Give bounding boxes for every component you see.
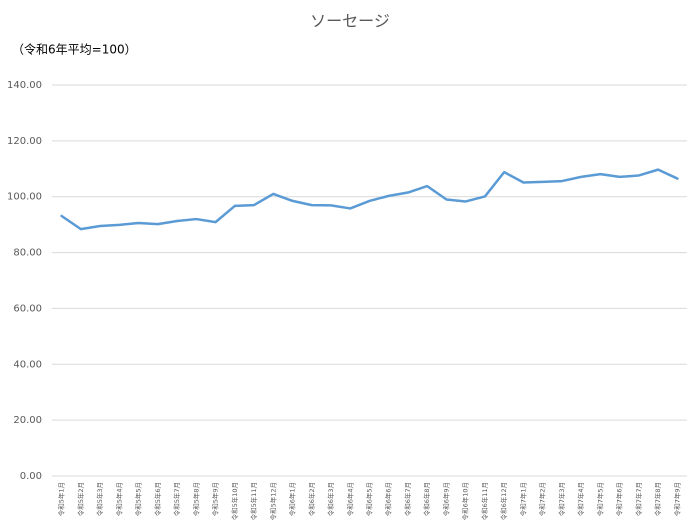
x-tick-label: 令和6年4月 [345, 482, 354, 516]
x-tick-label: 令和7年8月 [653, 482, 662, 516]
x-tick-label: 令和6年3月 [326, 482, 335, 516]
x-tick-label: 令和5年3月 [95, 482, 104, 516]
x-tick-label: 令和5年2月 [76, 482, 85, 516]
x-tick-label: 令和5年4月 [114, 482, 123, 516]
x-tick-label: 令和6年2月 [307, 482, 316, 516]
y-tick-label: 0.00 [20, 471, 42, 482]
chart-subtitle: （令和6年平均=100） [12, 42, 137, 57]
x-tick-label: 令和7年9月 [672, 482, 681, 516]
y-tick-label: 60.00 [13, 303, 42, 314]
x-tick-label: 令和6年10月 [461, 482, 470, 520]
x-tick-label: 令和6年5月 [365, 482, 374, 516]
x-tick-label: 令和6年9月 [441, 482, 450, 516]
x-tick-label: 令和7年4月 [576, 482, 585, 516]
y-tick-label: 20.00 [13, 415, 42, 426]
x-tick-label: 令和6年1月 [288, 482, 297, 516]
x-tick-label: 令和5年9月 [211, 482, 220, 516]
x-tick-label: 令和5年12月 [268, 482, 277, 520]
x-tick-label: 令和5年7月 [172, 482, 181, 516]
y-tick-label: 40.00 [13, 359, 42, 370]
x-tick-label: 令和5年11月 [249, 482, 258, 520]
y-tick-label: 120.00 [7, 136, 42, 147]
x-tick-label: 令和7年2月 [538, 482, 547, 516]
x-tick-label: 令和6年11月 [480, 482, 489, 520]
y-tick-label: 100.00 [7, 192, 42, 203]
x-tick-label: 令和6年6月 [384, 482, 393, 516]
x-tick-label: 令和7年3月 [557, 482, 566, 516]
x-tick-label: 令和6年8月 [422, 482, 431, 516]
x-tick-label: 令和5年5月 [134, 482, 143, 516]
x-tick-label: 令和7年5月 [595, 482, 604, 516]
data-line [60, 168, 679, 231]
x-tick-label: 令和6年7月 [403, 482, 412, 516]
x-tick-label: 令和6年12月 [499, 482, 508, 520]
y-tick-label: 140.00 [7, 80, 42, 91]
y-tick-label: 80.00 [13, 248, 42, 259]
x-tick-label: 令和5年8月 [191, 482, 200, 516]
x-tick-label: 令和7年1月 [518, 482, 527, 516]
x-tick-label: 令和5年6月 [153, 482, 162, 516]
x-tick-label: 令和5年1月 [57, 482, 66, 516]
x-tick-label: 令和5年10月 [230, 482, 239, 520]
x-tick-label: 令和7年7月 [634, 482, 643, 516]
chart-title: ソーセージ [310, 12, 390, 31]
x-tick-label: 令和7年6月 [615, 482, 624, 516]
